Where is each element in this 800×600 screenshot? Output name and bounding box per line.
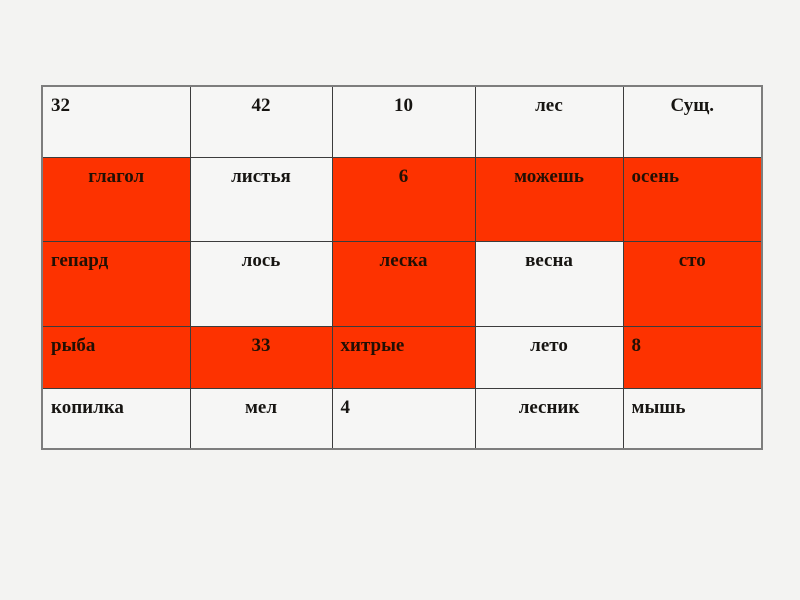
word-table: 32 42 10 лес Сущ. глагол листья 6 можешь осень геп… (41, 85, 763, 450)
table-cell: 4 (331, 387, 476, 450)
table-cell: хитрые (331, 325, 476, 389)
table-cell: копилка (41, 387, 191, 450)
table-row: глагол листья 6 можешь осень (41, 156, 763, 242)
table-cell: гепард (41, 240, 191, 327)
table-cell: лесник (474, 387, 624, 450)
table-cell: глагол (41, 156, 191, 242)
table-cell: 33 (189, 325, 333, 389)
table-cell: 8 (622, 325, 763, 389)
table-cell: весна (474, 240, 624, 327)
table-cell: лето (474, 325, 624, 389)
table-row: гепард лось леска весна сто (41, 240, 763, 327)
table-cell: сто (622, 240, 763, 327)
table-cell: Сущ. (622, 85, 763, 158)
table-cell: 10 (331, 85, 476, 158)
table-row: копилка мел 4 лесник мышь (41, 387, 763, 450)
table-cell: 6 (331, 156, 476, 242)
table-cell: 42 (189, 85, 333, 158)
table-cell: лес (474, 85, 624, 158)
table-cell: мышь (622, 387, 763, 450)
table-row: рыба 33 хитрые лето 8 (41, 325, 763, 389)
table-cell: можешь (474, 156, 624, 242)
table-row: 32 42 10 лес Сущ. (41, 85, 763, 158)
table-body: 32 42 10 лес Сущ. глагол листья 6 можешь осень геп… (41, 85, 763, 450)
table-cell: рыба (41, 325, 191, 389)
table-cell: листья (189, 156, 333, 242)
table-cell: лось (189, 240, 333, 327)
table-cell: мел (189, 387, 333, 450)
table-cell: осень (622, 156, 763, 242)
table-cell: леска (331, 240, 476, 327)
table-cell: 32 (41, 85, 191, 158)
